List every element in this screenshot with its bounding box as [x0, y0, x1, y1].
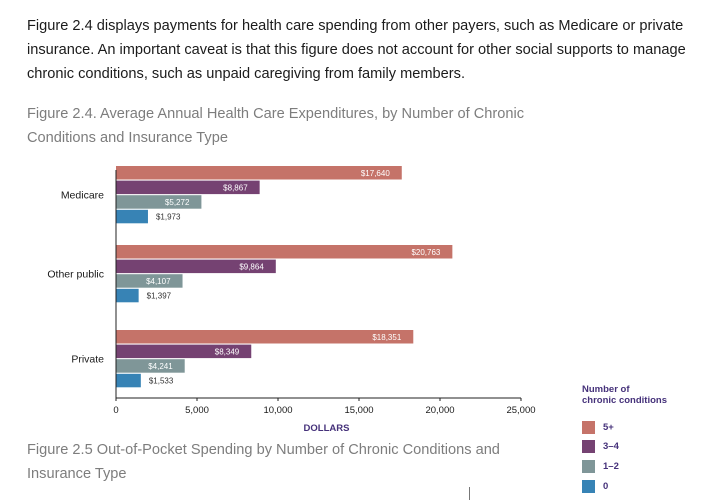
- bar-value-label: $1,533: [149, 377, 174, 386]
- x-tick-label: 15,000: [344, 405, 373, 416]
- bar-value-label: $4,241: [148, 362, 173, 371]
- bar-value-label: $5,272: [165, 198, 190, 207]
- legend-label-0: 0: [603, 481, 609, 492]
- legend-label-3to4: 3–4: [603, 441, 619, 452]
- bar-value-label: $17,640: [361, 169, 390, 178]
- x-axis-title: DOLLARS: [304, 423, 350, 434]
- figure-2-4-title: Figure 2.4. Average Annual Health Care E…: [27, 106, 525, 146]
- bar-value-label: $4,107: [146, 277, 171, 286]
- bar-value-label: $18,351: [372, 333, 401, 342]
- text-cursor: [469, 487, 470, 500]
- bar-value-label: $1,397: [147, 292, 172, 301]
- bar-private-series-0: [116, 330, 414, 344]
- legend-swatch-0: [582, 480, 595, 493]
- bar-medicare-series-0: [116, 166, 402, 180]
- expenditure-bar-chart: $17,640 $8,867 $5,272 $1,973 Medicare $20,763…: [47, 166, 536, 434]
- bar-other-public-series-0: [116, 245, 453, 259]
- bar-private-series-1: [116, 344, 252, 359]
- intro-paragraph: Figure 2.4 displays payments for health …: [27, 18, 686, 82]
- bar-private-series-3: [116, 373, 141, 388]
- bar-other-public-series-2: [116, 274, 183, 288]
- legend-title: Number of chronic conditions: [582, 384, 692, 406]
- bar-value-label: $8,349: [215, 347, 240, 356]
- category-label-other-public: Other public: [47, 269, 104, 281]
- figure-2-5-title: Figure 2.5 Out-of-Pocket Spending by Num…: [27, 442, 500, 482]
- legend-label-1to2: 1–2: [603, 461, 619, 472]
- legend-label-5plus: 5+: [603, 422, 614, 433]
- x-tick-label: 20,000: [425, 405, 454, 416]
- legend-swatch-3to4: [582, 440, 595, 453]
- bar-value-label: $9,864: [239, 262, 264, 271]
- bar-value-label: $8,867: [223, 183, 248, 192]
- bar-private-series-2: [116, 359, 185, 373]
- bar-medicare-series-3: [116, 209, 148, 224]
- x-tick-label: 10,000: [263, 405, 292, 416]
- x-tick-label: 25,000: [506, 405, 535, 416]
- bar-other-public-series-3: [116, 288, 139, 303]
- bar-medicare-series-2: [116, 195, 202, 209]
- legend-title-line-1: Number of: [582, 384, 630, 395]
- legend-title-line-2: chronic conditions: [582, 395, 667, 406]
- x-tick-label: 5,000: [185, 405, 209, 416]
- category-label-private: Private: [71, 354, 104, 366]
- x-tick-label: 0: [113, 405, 118, 416]
- bar-other-public-series-1: [116, 259, 276, 274]
- bar-value-label: $20,763: [411, 248, 440, 257]
- chart-legend: Number of chronic conditions 5+ 3–4 1–2 …: [582, 384, 692, 493]
- bar-value-label: $1,973: [156, 213, 181, 222]
- category-label-medicare: Medicare: [61, 190, 104, 202]
- legend-swatch-1to2: [582, 460, 595, 473]
- bar-medicare-series-1: [116, 180, 260, 195]
- legend-swatch-5plus: [582, 421, 595, 434]
